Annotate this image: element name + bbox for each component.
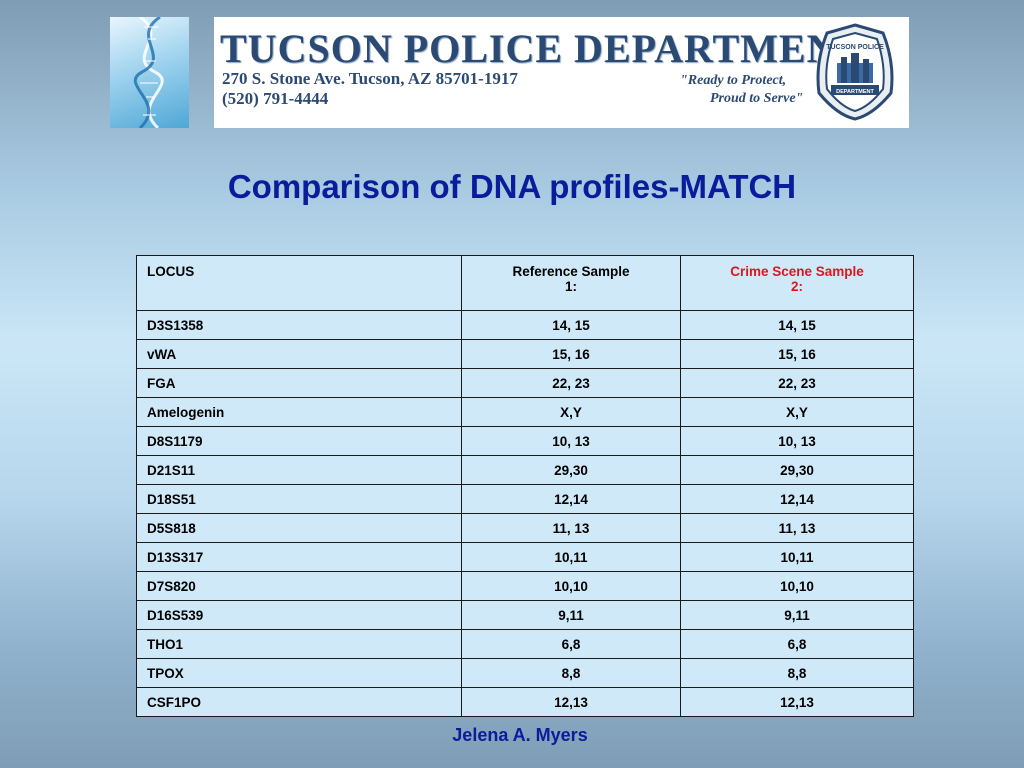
table-header-row: LOCUS Reference Sample 1: Crime Scene Sam… <box>136 255 914 311</box>
table-row: D3S1358 14, 15 14, 15 <box>136 310 914 340</box>
cell-crime-scene-sample: X,Y <box>680 397 914 427</box>
table-row: D18S51 12,14 12,14 <box>136 484 914 514</box>
cell-crime-scene-sample: 10,11 <box>680 542 914 572</box>
author-name: Jelena A. Myers <box>452 725 588 745</box>
cell-locus: D21S11 <box>136 455 462 485</box>
cell-locus: CSF1PO <box>136 687 462 717</box>
header-crime-scene-sample: Crime Scene Sample 2: <box>680 255 914 311</box>
cell-reference-sample: 9,11 <box>461 600 681 630</box>
department-address: 270 S. Stone Ave. Tucson, AZ 85701-1917 <box>222 69 518 88</box>
cell-crime-scene-sample: 11, 13 <box>680 513 914 543</box>
table-row: D7S820 10,10 10,10 <box>136 571 914 601</box>
table-row: D5S818 11, 13 11, 13 <box>136 513 914 543</box>
cell-locus: vWA <box>136 339 462 369</box>
table-row: FGA 22, 23 22, 23 <box>136 368 914 398</box>
cell-crime-scene-sample: 10,10 <box>680 571 914 601</box>
cell-locus: TPOX <box>136 658 462 688</box>
cell-crime-scene-sample: 14, 15 <box>680 310 914 340</box>
table-row: D13S317 10,11 10,11 <box>136 542 914 572</box>
header-reference-sample: Reference Sample 1: <box>461 255 681 311</box>
table-row: TPOX 8,8 8,8 <box>136 658 914 688</box>
cell-locus: D5S818 <box>136 513 462 543</box>
cell-locus: D3S1358 <box>136 310 462 340</box>
cell-locus: D7S820 <box>136 571 462 601</box>
department-name: TUCSON POLICE DEPARTMENT <box>220 26 865 71</box>
table-row: D21S11 29,30 29,30 <box>136 455 914 485</box>
cell-reference-sample: 10,11 <box>461 542 681 572</box>
cell-reference-sample: 6,8 <box>461 629 681 659</box>
cell-locus: D8S1179 <box>136 426 462 456</box>
cell-crime-scene-sample: 10, 13 <box>680 426 914 456</box>
cell-reference-sample: 12,13 <box>461 687 681 717</box>
dna-comparison-table: LOCUS Reference Sample 1: Crime Scene Sam… <box>136 255 914 717</box>
cell-reference-sample: 14, 15 <box>461 310 681 340</box>
cell-reference-sample: 10,10 <box>461 571 681 601</box>
cell-crime-scene-sample: 12,14 <box>680 484 914 514</box>
cell-reference-sample: 10, 13 <box>461 426 681 456</box>
slide-title: Comparison of DNA profiles-MATCH <box>227 168 797 205</box>
cell-reference-sample: 22, 23 <box>461 368 681 398</box>
cell-reference-sample: 8,8 <box>461 658 681 688</box>
cell-locus: D18S51 <box>136 484 462 514</box>
police-department-banner: TUCSON POLICE DEPARTMENT 270 S. Stone Av… <box>214 17 909 128</box>
header-locus: LOCUS <box>136 255 462 311</box>
cell-reference-sample: 12,14 <box>461 484 681 514</box>
motto-line-2: Proud to Serve" <box>710 91 804 106</box>
cell-reference-sample: 29,30 <box>461 455 681 485</box>
motto-line-1: "Ready to Protect, <box>680 73 787 88</box>
cell-locus: FGA <box>136 368 462 398</box>
badge-top-text: TUCSON POLICE <box>826 44 884 51</box>
cell-locus: THO1 <box>136 629 462 659</box>
department-phone: (520) 791-4444 <box>222 89 329 108</box>
table-row: Amelogenin X,Y X,Y <box>136 397 914 427</box>
cell-crime-scene-sample: 9,11 <box>680 600 914 630</box>
badge-bottom-text: DEPARTMENT <box>836 89 874 95</box>
cell-locus: D16S539 <box>136 600 462 630</box>
cell-reference-sample: 11, 13 <box>461 513 681 543</box>
table-row: THO1 6,8 6,8 <box>136 629 914 659</box>
cell-crime-scene-sample: 15, 16 <box>680 339 914 369</box>
cell-crime-scene-sample: 8,8 <box>680 658 914 688</box>
table-row: D16S539 9,11 9,11 <box>136 600 914 630</box>
table-row: D8S1179 10, 13 10, 13 <box>136 426 914 456</box>
cell-crime-scene-sample: 6,8 <box>680 629 914 659</box>
dna-helix-logo <box>110 15 189 130</box>
cell-reference-sample: X,Y <box>461 397 681 427</box>
police-badge-icon: TUCSON POLICE DEPARTMENT <box>813 23 897 121</box>
cell-crime-scene-sample: 22, 23 <box>680 368 914 398</box>
table-row: vWA 15, 16 15, 16 <box>136 339 914 369</box>
cell-locus: Amelogenin <box>136 397 462 427</box>
cell-crime-scene-sample: 29,30 <box>680 455 914 485</box>
cell-locus: D13S317 <box>136 542 462 572</box>
cell-crime-scene-sample: 12,13 <box>680 687 914 717</box>
table-row: CSF1PO 12,13 12,13 <box>136 687 914 717</box>
cell-reference-sample: 15, 16 <box>461 339 681 369</box>
